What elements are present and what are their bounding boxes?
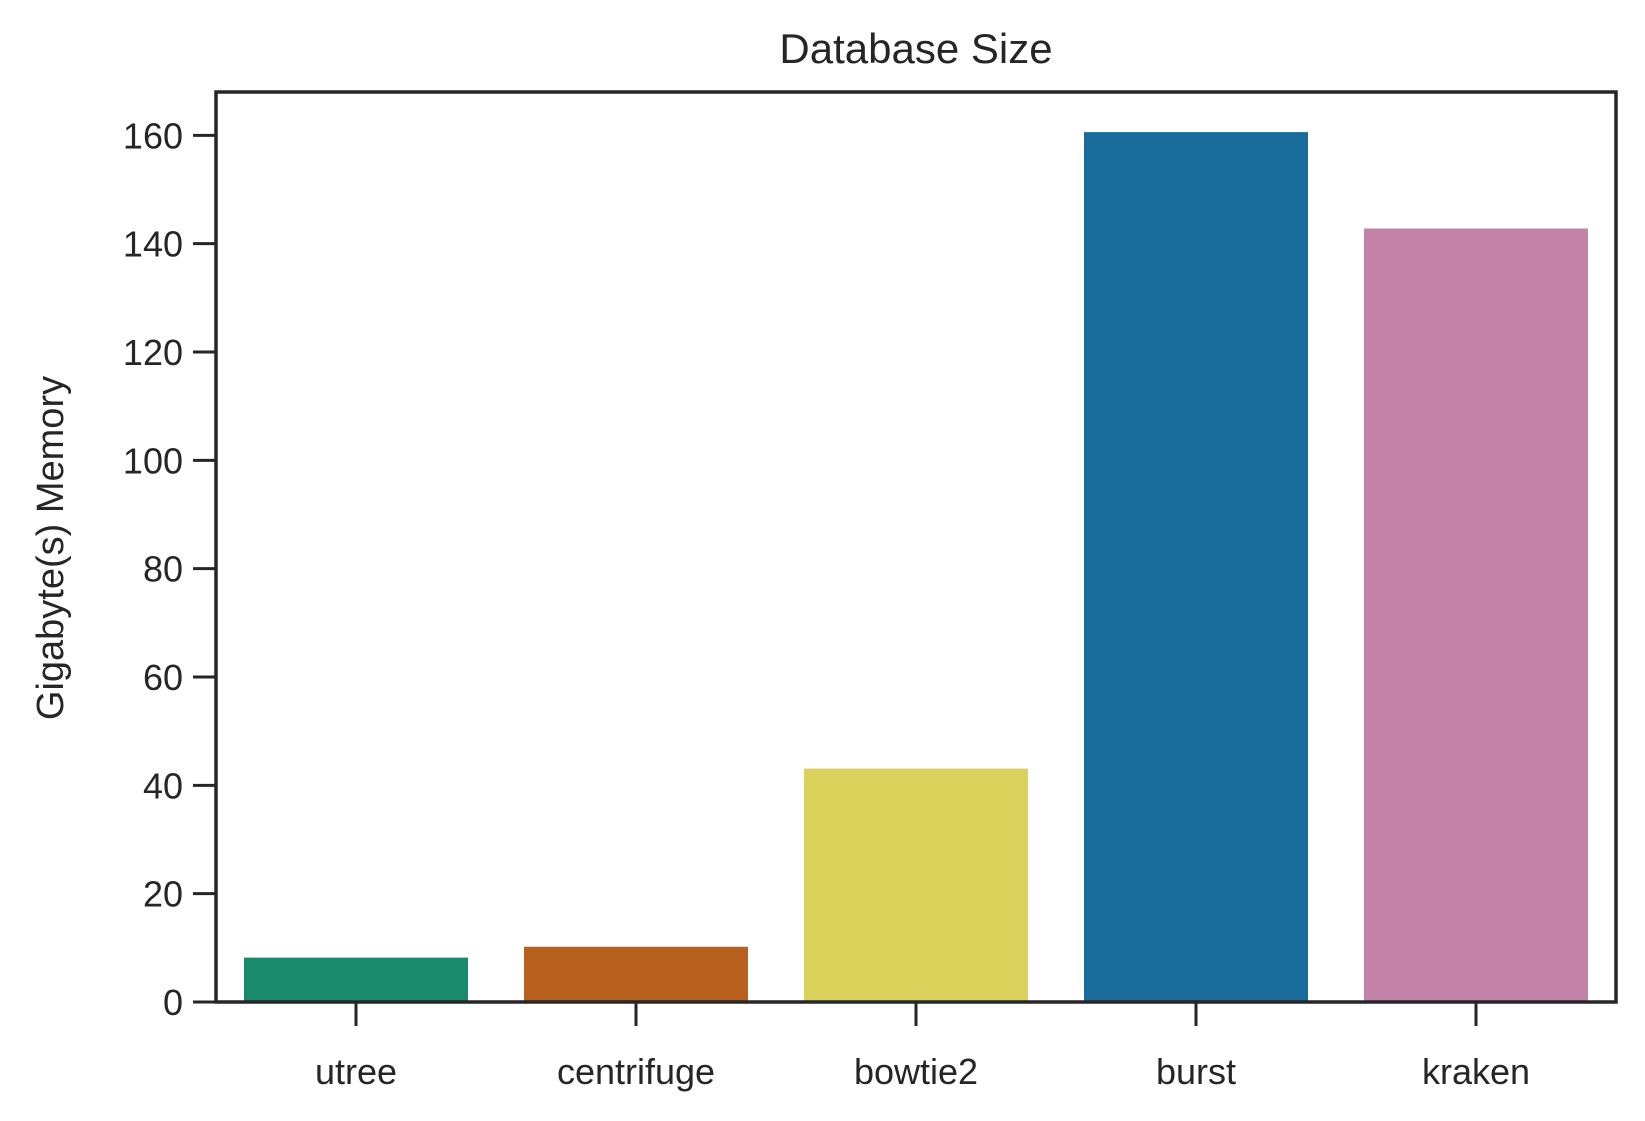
x-tick-label: centrifuge bbox=[557, 1051, 715, 1092]
y-tick-label: 60 bbox=[143, 657, 183, 698]
y-tick-label: 0 bbox=[163, 982, 183, 1023]
chart-title: Database Size bbox=[779, 25, 1052, 72]
y-tick-label: 40 bbox=[143, 765, 183, 806]
bar-centrifuge bbox=[524, 946, 748, 1002]
bar-burst bbox=[1084, 132, 1308, 1003]
y-tick-label: 80 bbox=[143, 549, 183, 590]
y-tick-label: 120 bbox=[123, 332, 183, 373]
y-tick-label: 140 bbox=[123, 224, 183, 265]
y-tick-label: 20 bbox=[143, 874, 183, 915]
plot-area-frame bbox=[214, 90, 1618, 1004]
y-tick-label: 160 bbox=[123, 115, 183, 156]
bar-utree bbox=[244, 957, 468, 1002]
x-tick-label: burst bbox=[1156, 1051, 1236, 1092]
x-axis-ticks: utree centrifuge bowtie2 burst kraken bbox=[315, 1002, 1530, 1092]
bars-group bbox=[244, 132, 1588, 1003]
y-tick-label: 100 bbox=[123, 440, 183, 481]
x-tick-label: kraken bbox=[1422, 1051, 1530, 1092]
bar-bowtie2 bbox=[804, 768, 1028, 1002]
x-tick-label: utree bbox=[315, 1051, 397, 1092]
x-tick-label: bowtie2 bbox=[854, 1051, 978, 1092]
y-axis-label: Gigabyte(s) Memory bbox=[30, 376, 72, 720]
y-axis-ticks: 0 20 40 60 80 100 120 140 160 bbox=[123, 115, 216, 1023]
bar-kraken bbox=[1364, 228, 1588, 1002]
